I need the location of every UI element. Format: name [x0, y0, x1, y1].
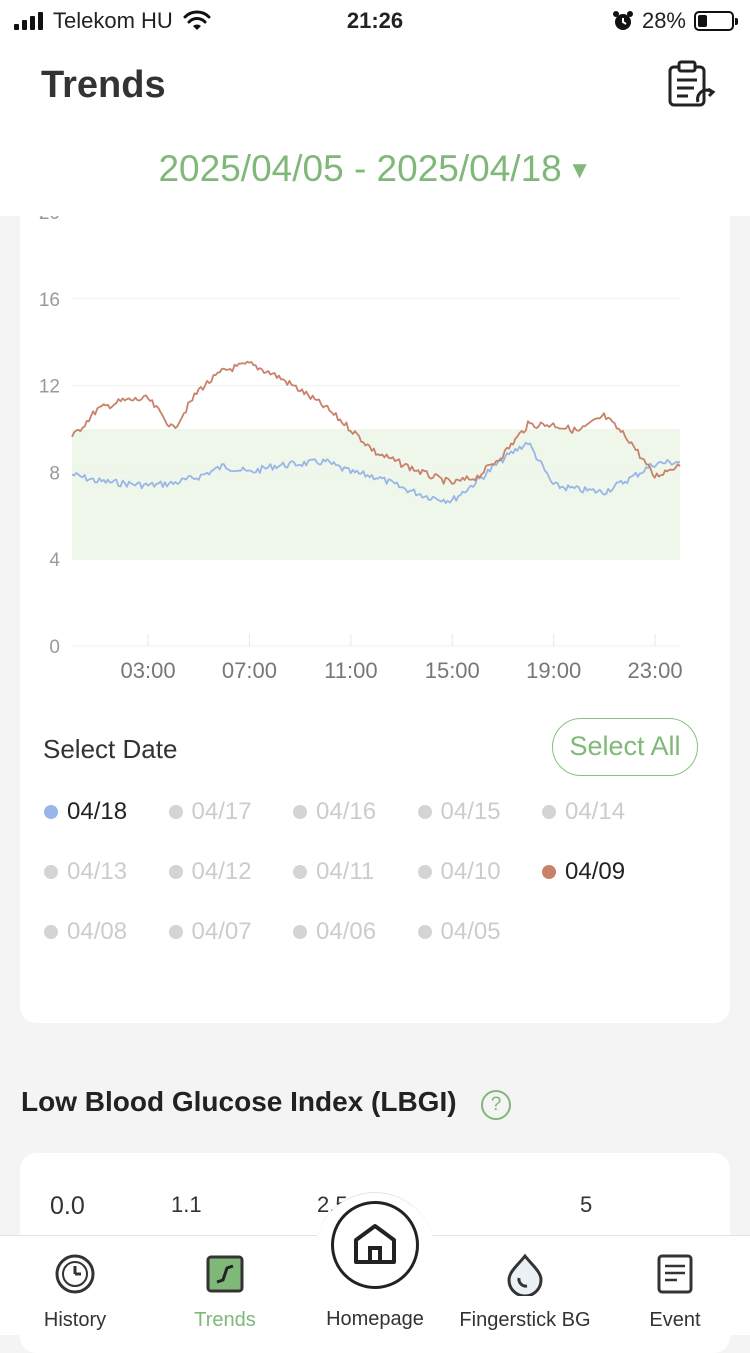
- date-chip-04-06[interactable]: 04/06: [293, 918, 376, 946]
- select-all-button[interactable]: Select All: [552, 718, 698, 776]
- date-label: 04/09: [565, 858, 626, 885]
- tab-homepage-label: Homepage: [326, 1308, 424, 1330]
- date-dot: [44, 805, 58, 819]
- date-chip-04-09[interactable]: 04/09: [542, 858, 625, 886]
- target-range-band: [72, 429, 680, 560]
- clock: 21:26: [346, 8, 404, 33]
- date-label: 04/18: [67, 798, 128, 825]
- y-tick-label: 8: [49, 463, 60, 484]
- x-tick-label: 15:00: [425, 658, 480, 683]
- date-chip-04-08[interactable]: 04/08: [44, 918, 127, 946]
- series-line-04-18: [71, 441, 681, 504]
- date-dot: [44, 865, 58, 879]
- date-label: 04/08: [67, 918, 128, 945]
- date-label: 04/05: [440, 918, 501, 945]
- date-chip-04-11[interactable]: 04/11: [293, 858, 374, 886]
- date-dot: [293, 865, 307, 879]
- status-bar: Telekom HU 21:26 28%: [0, 0, 750, 44]
- tab-event[interactable]: Event: [600, 1236, 750, 1335]
- date-dot: [417, 805, 432, 819]
- date-chip-04-17[interactable]: 04/17: [168, 798, 252, 826]
- date-label: 04/16: [316, 798, 377, 825]
- date-label: 04/13: [67, 858, 128, 885]
- x-tick-label: 11:00: [324, 658, 377, 683]
- date-chip-04-12[interactable]: 04/12: [168, 858, 252, 886]
- date-chip-04-10[interactable]: 04/10: [417, 858, 501, 886]
- series-line-04-09: [71, 360, 681, 485]
- date-label: 04/17: [191, 798, 252, 825]
- date-label: 04/06: [316, 918, 377, 945]
- date-dot: [44, 925, 58, 939]
- page-title: Trends: [41, 64, 166, 106]
- date-dot: [168, 865, 183, 879]
- help-icon[interactable]: ?: [481, 1090, 511, 1120]
- home-icon: [354, 1224, 396, 1264]
- date-label: 04/15: [440, 798, 501, 825]
- tab-history[interactable]: History: [0, 1236, 150, 1335]
- date-dot: [293, 925, 307, 939]
- y-tick-label: 0: [49, 637, 60, 658]
- report-icon[interactable]: [664, 58, 716, 110]
- alarm-icon: [612, 11, 633, 30]
- y-tick-label: 16: [39, 290, 60, 311]
- y-tick-label: 12: [39, 377, 60, 398]
- date-chip-04-05[interactable]: 04/05: [417, 918, 501, 946]
- event-icon: [657, 1254, 693, 1294]
- date-label: 04/11: [316, 858, 375, 885]
- x-tick-label: 23:00: [628, 658, 683, 683]
- battery-icon: [694, 11, 738, 31]
- cell-signal-icon: [14, 12, 43, 30]
- chevron-down-icon: ▼: [567, 157, 592, 185]
- date-dot: [542, 865, 556, 879]
- tab-event-label: Event: [649, 1309, 701, 1331]
- date-dot: [417, 865, 432, 879]
- carrier-label: Telekom HU: [53, 8, 173, 33]
- date-range-text: 2025/04/05 - 2025/04/18: [158, 148, 562, 189]
- trends-icon: [206, 1255, 244, 1293]
- date-range-picker[interactable]: 2025/04/05 - 2025/04/18 ▼: [0, 148, 750, 190]
- date-chip-04-13[interactable]: 04/13: [44, 858, 127, 886]
- date-label: 04/10: [440, 858, 501, 885]
- date-label: 04/14: [565, 798, 626, 825]
- tab-homepage[interactable]: [331, 1201, 419, 1289]
- date-label: 04/12: [191, 858, 252, 885]
- date-dot: [168, 805, 183, 819]
- history-icon: [55, 1254, 95, 1294]
- lbgi-title: Low Blood Glucose Index (LBGI): [21, 1086, 457, 1117]
- x-tick-label: 07:00: [222, 658, 277, 683]
- fingerstick-icon: [507, 1253, 543, 1296]
- y-tick-label: 4: [49, 550, 60, 571]
- date-dot: [168, 925, 183, 939]
- lbgi-scale-3: 5: [580, 1192, 593, 1217]
- page-header: Trends 2025/04/05 - 2025/04/18 ▼: [0, 44, 750, 216]
- tab-fingerstick[interactable]: Fingerstick BG: [450, 1236, 600, 1335]
- battery-percent: 28%: [641, 8, 686, 33]
- date-chip-04-16[interactable]: 04/16: [293, 798, 376, 826]
- select-date-label: Select Date: [43, 734, 178, 764]
- date-dot: [542, 805, 556, 819]
- tab-trends-label: Trends: [194, 1309, 256, 1331]
- tab-fingerstick-label: Fingerstick BG: [459, 1309, 591, 1331]
- lbgi-scale-1: 1.1: [171, 1192, 202, 1217]
- x-tick-label: 19:00: [526, 658, 581, 683]
- date-chip-04-07[interactable]: 04/07: [168, 918, 252, 946]
- wifi-icon: [183, 10, 211, 30]
- date-dot: [293, 805, 307, 819]
- trend-chart-card: 04812162003:0007:0011:0015:0019:0023:00 …: [20, 150, 730, 1023]
- date-label: 04/07: [191, 918, 252, 945]
- tab-history-label: History: [43, 1309, 107, 1331]
- tab-trends[interactable]: Trends: [150, 1236, 300, 1335]
- x-tick-label: 03:00: [121, 658, 176, 683]
- date-chip-04-15[interactable]: 04/15: [417, 798, 501, 826]
- date-chip-04-18[interactable]: 04/18: [44, 798, 127, 826]
- date-chip-04-14[interactable]: 04/14: [542, 798, 625, 826]
- lbgi-scale-0: 0.0: [50, 1192, 85, 1220]
- date-dot: [417, 925, 432, 939]
